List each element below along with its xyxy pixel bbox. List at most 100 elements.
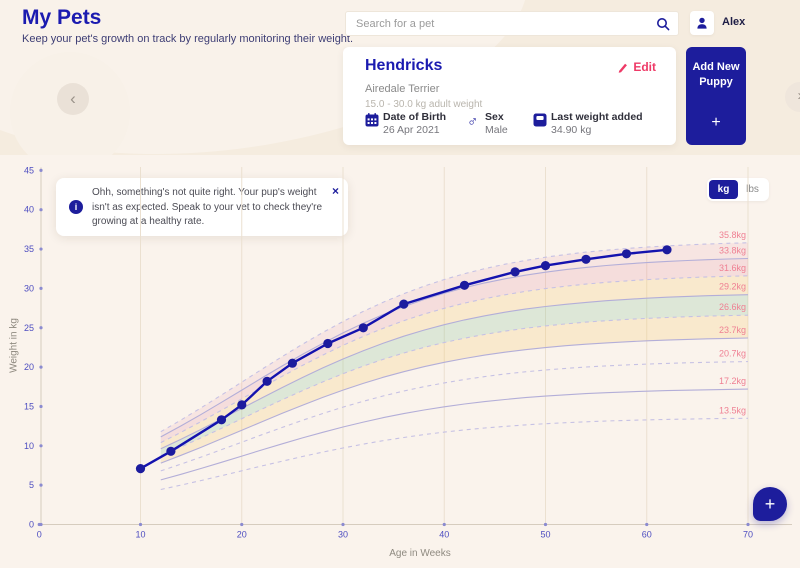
growth-chart: 35.8kg 33.8kg 31.6kg 29.2kg 26.6kg 23.7kg 20.7… (24, 165, 792, 540)
plus-icon: + (711, 113, 721, 131)
weight-data-point[interactable] (510, 267, 520, 277)
percentile-band (160, 242, 749, 437)
avatar[interactable] (690, 11, 714, 35)
add-new-puppy-button[interactable]: Add New Puppy + (686, 47, 746, 145)
y-tick-dot (39, 247, 43, 251)
percentile-curve (160, 275, 749, 444)
percentile-curve (160, 417, 749, 491)
band-label: 35.8kg (719, 230, 746, 240)
prev-pet-button[interactable]: ‹ (57, 83, 89, 115)
weight-warning-alert: i Ohh, something's not quite right. Your… (56, 178, 348, 236)
x-tick-label: 70 (743, 530, 753, 540)
y-tick-dot (39, 483, 43, 487)
band-label: 13.5kg (719, 405, 746, 415)
y-tick-dot (39, 168, 43, 172)
percentile-band (160, 258, 749, 443)
percentile-curve (160, 314, 749, 457)
x-tick-dot (746, 522, 750, 527)
page-subtitle: Keep your pet's growth on track by regul… (22, 33, 354, 45)
x-tick-dot (240, 522, 244, 527)
y-tick-dot (39, 286, 43, 290)
person-icon (697, 17, 707, 29)
y-tick-label: 40 (24, 205, 34, 215)
percentile-band (160, 275, 749, 449)
y-tick-dot (39, 522, 43, 527)
x-tick-label: 10 (135, 530, 145, 540)
x-tick-dot (138, 522, 143, 527)
x-tick-label: 0 (37, 530, 42, 540)
pencil-icon (619, 63, 628, 73)
percentile-band (160, 315, 749, 464)
weight-data-point[interactable] (399, 299, 409, 309)
info-icon: i (69, 200, 83, 214)
y-axis-label: Weight in kg (8, 318, 20, 373)
weight-data-point[interactable] (459, 280, 470, 290)
weight-data-point[interactable] (166, 446, 176, 456)
add-weight-fab[interactable]: + (753, 487, 787, 521)
unit-toggle: kg lbs (707, 178, 769, 201)
x-tick-label: 30 (338, 530, 348, 540)
y-tick-label: 5 (29, 480, 34, 490)
band-label: 20.7kg (719, 349, 746, 359)
weight-data-point[interactable] (358, 323, 368, 333)
weight-data-point[interactable] (287, 358, 297, 368)
x-tick-label: 20 (237, 530, 247, 540)
percentile-band (160, 294, 749, 456)
unit-lbs-button[interactable]: lbs (738, 180, 767, 199)
x-tick-label: 40 (439, 530, 449, 540)
pet-card: Hendricks Edit Airedale Terrier 15.0 - 3… (343, 47, 676, 145)
band-label: 23.7kg (719, 325, 746, 335)
y-tick-dot (39, 404, 43, 409)
y-tick-label: 15 (24, 401, 34, 411)
weight-data-point[interactable] (237, 400, 247, 410)
band-label: 26.6kg (719, 302, 746, 312)
search-input[interactable] (354, 16, 656, 31)
weight-data-point[interactable] (323, 338, 333, 349)
y-tick-dot (39, 365, 43, 369)
percentile-curve (160, 294, 749, 450)
percentile-curve (160, 337, 749, 464)
user-name[interactable]: Alex (722, 16, 746, 28)
band-label: 17.2kg (719, 376, 746, 386)
percentile-curve (160, 388, 749, 481)
search-icon[interactable] (656, 17, 670, 31)
calendar-icon (365, 113, 379, 132)
edit-pet-button[interactable]: Edit (617, 60, 656, 74)
band-label: 31.6kg (719, 263, 746, 273)
weight-data-point[interactable] (135, 464, 146, 474)
x-tick-label: 50 (540, 530, 550, 540)
y-tick-dot (39, 208, 43, 212)
male-icon: ♂ (467, 113, 479, 130)
alert-text: Ohh, something's not quite right. Your p… (92, 187, 323, 227)
search-bar (345, 11, 679, 36)
band-label: 29.2kg (719, 282, 746, 292)
band-label: 33.8kg (719, 245, 746, 255)
page-title: My Pets (22, 6, 102, 29)
y-tick-label: 0 (29, 520, 34, 530)
y-tick-label: 20 (24, 362, 34, 372)
adult-weight-range: 15.0 - 30.0 kg adult weight (365, 99, 483, 110)
y-tick-label: 35 (24, 244, 34, 254)
x-tick-dot (645, 522, 649, 527)
percentile-curve (160, 242, 749, 433)
weight-data-point[interactable] (262, 376, 272, 386)
x-tick-label: 60 (642, 530, 652, 540)
weight-data-point[interactable] (621, 249, 632, 259)
weight-data-point[interactable] (662, 245, 672, 255)
y-tick-dot (39, 444, 43, 448)
y-tick-dot (39, 326, 43, 330)
weight-data-point[interactable] (216, 415, 227, 425)
unit-kg-button[interactable]: kg (709, 180, 738, 199)
x-tick-dot (442, 522, 446, 527)
close-icon[interactable]: × (331, 184, 339, 198)
weight-data-point[interactable] (581, 254, 591, 264)
x-tick-dot (341, 522, 345, 527)
y-tick-label: 30 (24, 283, 34, 293)
y-tick-label: 25 (24, 323, 34, 333)
y-tick-label: 45 (24, 165, 34, 175)
next-pet-button[interactable]: › (785, 82, 800, 112)
weight-data-point[interactable] (540, 261, 551, 271)
pet-breed: Airedale Terrier (365, 83, 440, 95)
scale-icon (533, 113, 547, 132)
